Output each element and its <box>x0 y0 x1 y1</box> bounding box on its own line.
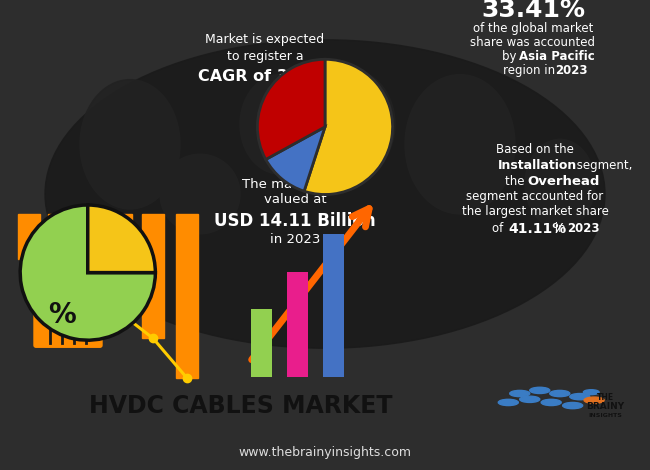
Text: %: % <box>49 301 76 329</box>
Text: the largest market share: the largest market share <box>462 205 608 219</box>
Circle shape <box>584 397 604 403</box>
Wedge shape <box>20 205 155 340</box>
Text: Overhead: Overhead <box>527 174 599 188</box>
Bar <box>142 214 164 338</box>
Text: Market is expected: Market is expected <box>205 33 324 47</box>
Ellipse shape <box>305 70 395 179</box>
Text: 33.41%: 33.41% <box>481 0 585 22</box>
Circle shape <box>563 402 582 409</box>
Bar <box>110 214 132 313</box>
Circle shape <box>520 396 540 402</box>
Text: segment accounted for: segment accounted for <box>467 190 604 204</box>
Circle shape <box>530 387 550 393</box>
Text: 2023: 2023 <box>555 64 588 77</box>
Ellipse shape <box>525 139 595 229</box>
Bar <box>48 214 70 274</box>
Text: share was accounted: share was accounted <box>471 36 595 49</box>
Circle shape <box>510 391 530 397</box>
Ellipse shape <box>160 154 240 234</box>
Text: BRAINY: BRAINY <box>586 402 625 411</box>
Text: in 2023: in 2023 <box>270 233 320 246</box>
Bar <box>287 272 308 377</box>
Text: The market was: The market was <box>242 178 348 190</box>
Text: www.thebrainyinsights.com: www.thebrainyinsights.com <box>239 446 411 459</box>
Text: Installation: Installation <box>498 159 577 172</box>
Wedge shape <box>304 59 393 195</box>
Text: HVDC CABLES MARKET: HVDC CABLES MARKET <box>89 394 392 418</box>
Text: Asia Pacific: Asia Pacific <box>519 50 595 63</box>
Text: the: the <box>505 174 528 188</box>
Ellipse shape <box>405 75 515 214</box>
Circle shape <box>550 391 570 397</box>
Text: in: in <box>551 222 569 235</box>
Bar <box>323 234 345 377</box>
Text: region in: region in <box>503 64 559 77</box>
Text: USD 14.11 Billion: USD 14.11 Billion <box>214 212 376 230</box>
Wedge shape <box>266 127 325 191</box>
Bar <box>18 214 40 258</box>
Circle shape <box>584 390 599 395</box>
FancyBboxPatch shape <box>34 304 102 347</box>
Wedge shape <box>88 205 155 273</box>
Text: valued at: valued at <box>264 194 326 206</box>
Text: INSIGHTS: INSIGHTS <box>589 413 623 418</box>
Circle shape <box>499 400 518 406</box>
Text: Based on the: Based on the <box>496 143 574 156</box>
Circle shape <box>570 393 590 400</box>
Text: of the global market: of the global market <box>473 23 593 35</box>
Bar <box>252 309 272 377</box>
Text: THE: THE <box>597 393 614 402</box>
Wedge shape <box>257 59 325 159</box>
Bar <box>176 214 198 378</box>
Ellipse shape <box>45 40 605 348</box>
Text: of: of <box>492 222 507 235</box>
Text: CAGR of 3.83%: CAGR of 3.83% <box>198 69 332 84</box>
Text: 41.11%: 41.11% <box>508 222 566 236</box>
Text: to register a: to register a <box>227 50 304 63</box>
Text: 2023: 2023 <box>567 222 599 235</box>
Ellipse shape <box>240 75 320 174</box>
Text: by: by <box>502 50 520 63</box>
Ellipse shape <box>80 79 180 209</box>
Circle shape <box>541 400 561 406</box>
Bar <box>78 214 100 293</box>
Text: segment,: segment, <box>573 159 632 172</box>
